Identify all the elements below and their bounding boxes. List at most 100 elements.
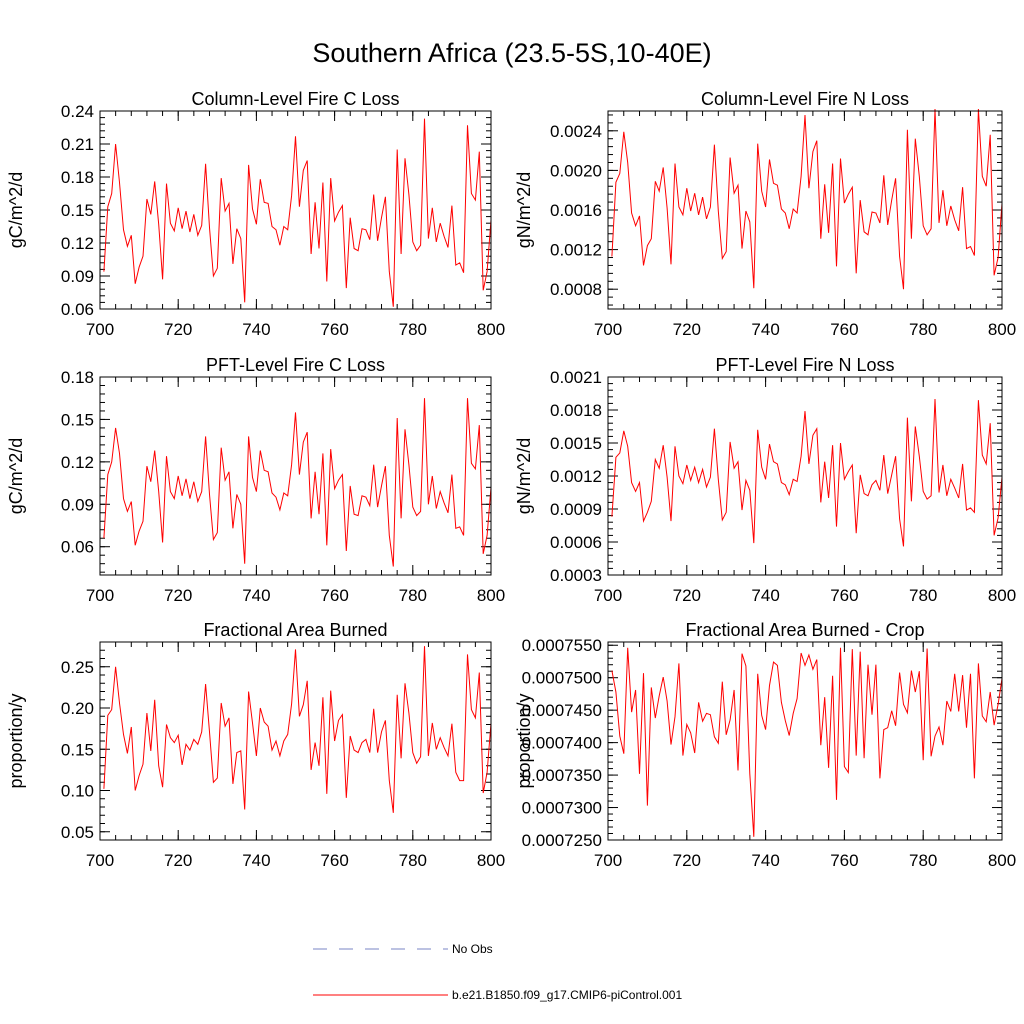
y-tick-label: 0.09 xyxy=(61,495,94,514)
x-tick-label: 740 xyxy=(751,851,779,870)
x-tick-label: 780 xyxy=(909,320,937,339)
x-tick-label: 740 xyxy=(751,320,779,339)
y-tick-label: 0.0007450 xyxy=(522,701,602,720)
y-tick-label: 0.18 xyxy=(61,368,94,387)
y-tick-label: 0.0007400 xyxy=(522,734,602,753)
x-tick-label: 780 xyxy=(399,320,427,339)
panel-title: PFT-Level Fire N Loss xyxy=(715,355,894,375)
plot-frame xyxy=(99,110,492,310)
panel-pft-fire-c-loss: 700 720 740 760 780 800 0.06 0.09 0.12 0.15 0.18 PF… xyxy=(6,355,505,605)
x-tick-label: 720 xyxy=(164,586,192,605)
y-tick-label: 0.18 xyxy=(61,168,94,187)
y-axis-label: gN/m^2/d xyxy=(514,172,534,248)
y-tick-label: 0.10 xyxy=(61,782,94,801)
x-tick-label: 720 xyxy=(164,320,192,339)
y-tick-label: 0.0003 xyxy=(550,566,602,585)
y-tick-label: 0.12 xyxy=(61,453,94,472)
x-tick-label: 720 xyxy=(164,851,192,870)
panel-column-fire-c-loss: 700 720 740 760 780 800 0.06 0.09 0.12 0.15 0.18 0.… xyxy=(6,89,505,339)
x-tick-label: 760 xyxy=(830,851,858,870)
y-tick-label: 0.0024 xyxy=(550,122,602,141)
x-tick-label: 700 xyxy=(594,586,622,605)
series-line-area-burned xyxy=(103,646,492,813)
y-tick-label: 0.21 xyxy=(61,135,94,154)
x-tick-label: 700 xyxy=(86,851,114,870)
y-tick-label: 0.25 xyxy=(61,658,94,677)
y-tick-label: 0.0007250 xyxy=(522,831,602,850)
x-tick-label: 760 xyxy=(320,320,348,339)
y-tick-label: 0.15 xyxy=(61,740,94,759)
legend-label-model: b.e21.B1850.f09_g17.CMIP6-piControl.001 xyxy=(452,988,682,1002)
series-line-pft-fire-c-loss xyxy=(103,398,492,567)
panel-area-burned: 700 720 740 760 780 800 0.05 0.10 0.15 0.20 0.25 Fr… xyxy=(6,620,505,870)
legend: No Obs b.e21.B1850.f09_g17.CMIP6-piContr… xyxy=(313,942,682,1002)
y-tick-label: 0.20 xyxy=(61,699,94,718)
x-tick-label: 800 xyxy=(988,586,1016,605)
x-tick-label: 780 xyxy=(399,851,427,870)
x-tick-label: 780 xyxy=(909,851,937,870)
series-line-area-burned-crop xyxy=(611,647,1003,837)
figure-title: Southern Africa (23.5-5S,10-40E) xyxy=(312,38,711,68)
panel-area-burned-crop: 700 720 740 760 780 800 0.0007250 0.0007300 0.00… xyxy=(514,620,1016,870)
x-tick-label: 720 xyxy=(673,851,701,870)
y-tick-label: 0.15 xyxy=(61,410,94,429)
panel-title: PFT-Level Fire C Loss xyxy=(206,355,385,375)
y-tick-label: 0.0007350 xyxy=(522,766,602,785)
series-line-column-fire-n-loss xyxy=(611,108,1003,290)
y-tick-label: 0.0007300 xyxy=(522,799,602,818)
y-tick-label: 0.0012 xyxy=(550,467,602,486)
legend-label-obs: No Obs xyxy=(452,942,493,956)
x-tick-label: 720 xyxy=(673,586,701,605)
x-tick-label: 800 xyxy=(477,586,505,605)
x-tick-label: 760 xyxy=(320,851,348,870)
y-axis-label: proportion/y xyxy=(6,693,26,788)
x-tick-label: 760 xyxy=(830,586,858,605)
plot-frame xyxy=(607,641,1003,841)
x-tick-label: 800 xyxy=(477,320,505,339)
x-tick-label: 800 xyxy=(988,851,1016,870)
plot-frame xyxy=(607,376,1003,576)
y-tick-label: 0.12 xyxy=(61,234,94,253)
x-tick-label: 720 xyxy=(673,320,701,339)
y-tick-label: 0.0012 xyxy=(550,241,602,260)
y-tick-label: 0.0021 xyxy=(550,368,602,387)
y-tick-label: 0.0007550 xyxy=(522,636,602,655)
y-tick-label: 0.0006 xyxy=(550,533,602,552)
panel-title: Fractional Area Burned xyxy=(203,620,387,640)
x-tick-label: 800 xyxy=(477,851,505,870)
y-tick-label: 0.05 xyxy=(61,823,94,842)
x-tick-label: 780 xyxy=(909,586,937,605)
y-tick-label: 0.0009 xyxy=(550,500,602,519)
y-tick-label: 0.0007500 xyxy=(522,669,602,688)
y-tick-label: 0.24 xyxy=(61,102,94,121)
x-tick-label: 760 xyxy=(320,586,348,605)
y-tick-label: 0.15 xyxy=(61,201,94,220)
panel-title: Column-Level Fire N Loss xyxy=(701,89,909,109)
x-tick-label: 740 xyxy=(751,586,779,605)
y-axis-label: gN/m^2/d xyxy=(514,438,534,514)
y-tick-label: 0.09 xyxy=(61,267,94,286)
x-tick-label: 740 xyxy=(242,320,270,339)
panel-pft-fire-n-loss: 700 720 740 760 780 800 0.0003 0.0006 0.0009 0.00… xyxy=(514,355,1016,605)
y-axis-label: proportion/y xyxy=(514,693,534,788)
y-tick-label: 0.06 xyxy=(61,538,94,557)
x-tick-label: 700 xyxy=(86,586,114,605)
plot-frame xyxy=(607,110,1003,310)
panel-title: Fractional Area Burned - Crop xyxy=(685,620,924,640)
plot-frame xyxy=(99,641,492,841)
series-line-column-fire-c-loss xyxy=(103,118,492,307)
y-tick-label: 0.0018 xyxy=(550,401,602,420)
y-tick-label: 0.0008 xyxy=(550,280,602,299)
y-axis-label: gC/m^2/d xyxy=(6,438,26,514)
x-tick-label: 700 xyxy=(86,320,114,339)
x-tick-label: 760 xyxy=(830,320,858,339)
plot-frame xyxy=(99,376,492,576)
x-tick-label: 740 xyxy=(242,851,270,870)
panel-grid: 700 720 740 760 780 800 0.06 0.09 0.12 0.15 0.18 0.… xyxy=(6,89,1016,870)
y-tick-label: 0.0015 xyxy=(550,434,602,453)
y-tick-label: 0.06 xyxy=(61,300,94,319)
x-tick-label: 700 xyxy=(594,851,622,870)
panel-column-fire-n-loss: 700 720 740 760 780 800 0.0008 0.0012 0.0016 0.00… xyxy=(514,89,1016,339)
x-tick-label: 780 xyxy=(399,586,427,605)
